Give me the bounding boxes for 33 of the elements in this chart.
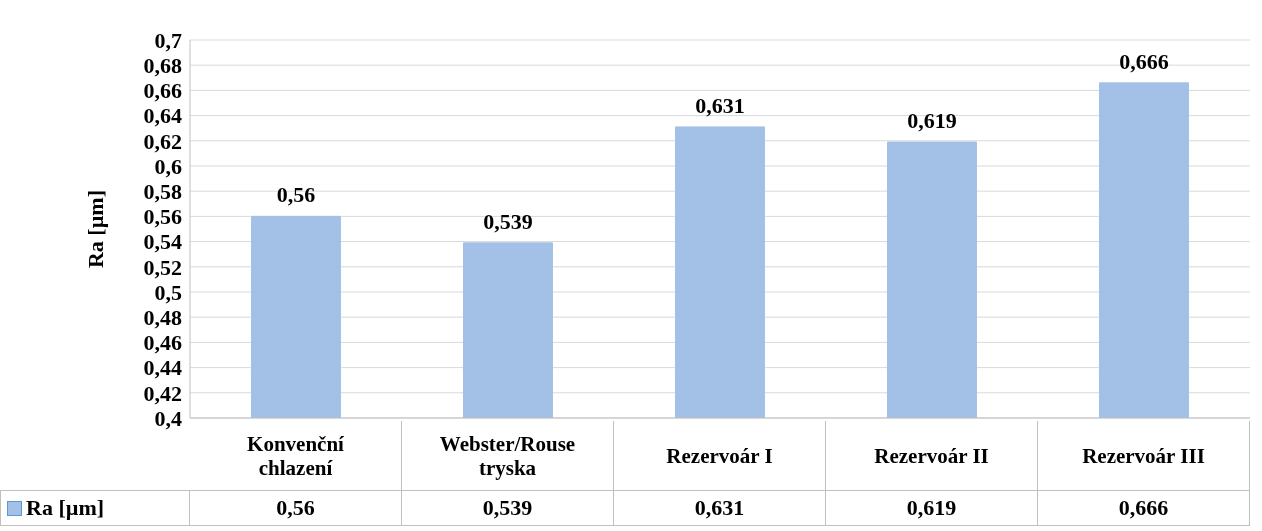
data-label: 0,619 — [826, 491, 1038, 525]
x-tick-label: Webster/Rouse tryska — [402, 421, 614, 490]
y-tick-label: 0,44 — [143, 355, 182, 381]
legend-label: Ra [µm] — [26, 495, 105, 521]
y-tick-label: 0,42 — [143, 380, 182, 406]
y-tick-label: 0,58 — [143, 179, 182, 205]
y-tick-label: 0,68 — [143, 53, 182, 79]
y-tick-label: 0,4 — [154, 405, 182, 431]
data-label: 0,539 — [402, 491, 614, 525]
y-tick-label: 0,7 — [154, 27, 182, 53]
y-tick-label: 0,6 — [154, 153, 182, 179]
x-tick-label: Rezervoár III — [1038, 421, 1250, 490]
x-tick-label: Rezervoár II — [826, 421, 1038, 490]
data-label: 0,666 — [1038, 491, 1250, 525]
y-tick-label: 0,62 — [143, 128, 182, 154]
y-tick-label: 0,52 — [143, 254, 182, 280]
y-tick-label: 0,56 — [143, 204, 182, 230]
y-tick-label: 0,48 — [143, 305, 182, 331]
x-tick-label: Rezervoár I — [614, 421, 826, 490]
text: 0,666 — [1119, 48, 1169, 74]
text: 0,619 — [907, 108, 957, 134]
text: 0,631 — [695, 92, 745, 118]
y-axis-title: Ra [µm] — [82, 189, 108, 269]
text: 0,56 — [276, 182, 316, 208]
y-tick-label: 0,64 — [143, 103, 182, 129]
x-tick-label: Konvenční chlazení — [190, 421, 402, 490]
y-tick-label: 0,54 — [143, 229, 182, 255]
text: 0,539 — [483, 208, 533, 234]
y-tick-label: 0,66 — [143, 78, 182, 104]
y-tick-label: 0,46 — [143, 330, 182, 356]
data-label: 0,631 — [614, 491, 826, 525]
data-label: 0,56 — [190, 491, 402, 525]
y-tick-label: 0,5 — [154, 279, 182, 305]
